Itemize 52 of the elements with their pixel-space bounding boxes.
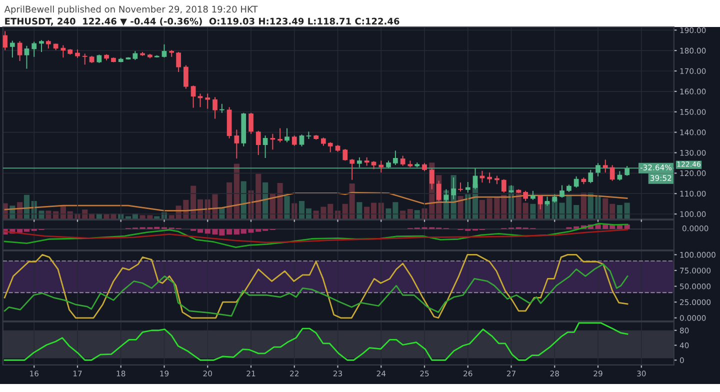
candlestick bbox=[458, 182, 463, 192]
candlestick bbox=[588, 169, 594, 184]
candlestick bbox=[32, 41, 37, 58]
candlestick bbox=[610, 164, 615, 182]
candlestick bbox=[205, 93, 210, 110]
candlestick bbox=[278, 128, 282, 143]
bar bbox=[479, 200, 485, 220]
candlestick bbox=[480, 170, 485, 184]
candlestick bbox=[39, 40, 44, 52]
candlestick bbox=[262, 135, 268, 159]
chart-title: ETHUSDT, 240 122.46 ▼ -0.44 (-0.36%) O:119.03 H:123.49 L:118.71 C:122.46 bbox=[5, 18, 400, 26]
candlestick bbox=[176, 51, 181, 72]
candlestick bbox=[220, 103, 224, 114]
chart-subtitle: AprilBewell published on November 29, 2018 19:20 HKT bbox=[4, 6, 258, 14]
bar bbox=[458, 196, 464, 220]
bar bbox=[356, 202, 362, 220]
candlestick bbox=[82, 53, 88, 66]
line-series bbox=[4, 254, 628, 319]
candlestick bbox=[596, 162, 600, 177]
candlestick bbox=[10, 40, 15, 58]
candlestick bbox=[400, 155, 406, 166]
bar bbox=[624, 202, 630, 220]
candlestick bbox=[501, 178, 506, 194]
candlestick bbox=[60, 44, 66, 58]
candlestick bbox=[350, 158, 354, 180]
candlestick bbox=[574, 176, 579, 188]
candlestick bbox=[212, 96, 218, 120]
candlestick bbox=[306, 131, 312, 140]
candlestick bbox=[234, 129, 240, 159]
candlestick bbox=[342, 148, 348, 162]
candlestick bbox=[328, 142, 333, 153]
candlestick bbox=[523, 190, 528, 202]
candlestick bbox=[198, 93, 203, 108]
candlestick bbox=[357, 156, 362, 168]
candlestick bbox=[2, 30, 8, 51]
candlestick bbox=[487, 172, 492, 184]
candlestick bbox=[190, 85, 196, 108]
candlestick bbox=[624, 166, 630, 176]
candlestick bbox=[292, 135, 297, 146]
candlestick bbox=[256, 130, 261, 156]
candlestick bbox=[560, 184, 564, 198]
line-series bbox=[4, 263, 628, 317]
candlestick bbox=[162, 44, 167, 58]
candlestick bbox=[284, 128, 290, 143]
candlestick bbox=[602, 159, 608, 174]
candlestick bbox=[465, 181, 470, 194]
line-series bbox=[4, 322, 628, 361]
candlestick bbox=[393, 150, 398, 166]
candlestick bbox=[299, 134, 304, 147]
candlestick bbox=[248, 112, 254, 134]
candlestick bbox=[184, 64, 188, 90]
bar bbox=[284, 196, 290, 220]
